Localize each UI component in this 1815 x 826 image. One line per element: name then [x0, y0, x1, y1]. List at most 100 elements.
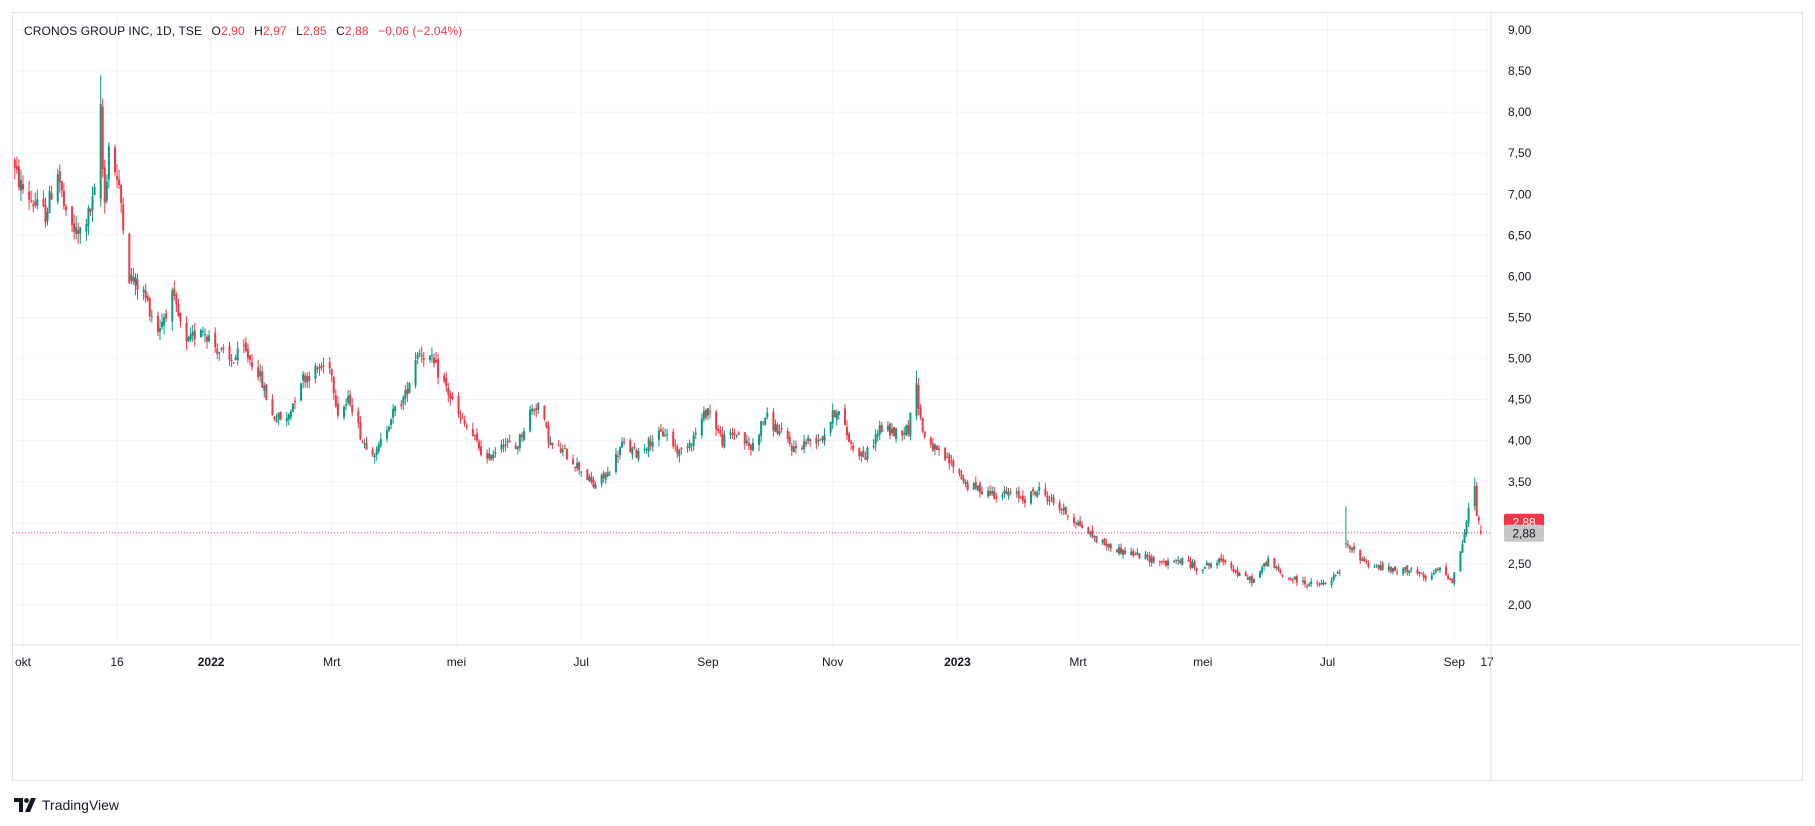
candle	[508, 434, 511, 443]
candle-body	[28, 191, 31, 200]
candle-body	[778, 431, 781, 435]
candle	[236, 341, 239, 366]
candle-body	[36, 199, 39, 206]
axes: 2,002,503,003,504,004,505,005,506,006,50…	[13, 13, 1802, 780]
candle-body	[1203, 566, 1206, 569]
candle-body	[823, 434, 826, 442]
candle	[50, 185, 53, 200]
candle-body	[56, 174, 59, 202]
candle-body	[459, 416, 462, 418]
price-chart[interactable]: 2,002,503,003,504,004,505,005,506,006,50…	[13, 13, 1802, 780]
candle	[895, 427, 898, 443]
candle	[565, 448, 568, 460]
candle	[1318, 582, 1321, 587]
candle	[623, 437, 626, 446]
candle	[674, 439, 677, 452]
candle	[293, 396, 296, 410]
candle-body	[1173, 561, 1176, 563]
candle	[803, 434, 806, 454]
candle-body	[1396, 572, 1399, 574]
candle-body	[1406, 565, 1409, 573]
candle-body	[279, 411, 282, 420]
candle	[1191, 558, 1194, 569]
candle-body	[580, 471, 583, 473]
candle	[56, 168, 59, 205]
candle-body	[318, 366, 321, 369]
candle-body	[361, 442, 364, 444]
candle	[989, 485, 992, 497]
candle-body	[647, 438, 650, 452]
candle	[514, 441, 517, 450]
candle-body	[1287, 577, 1290, 579]
candle-body	[1248, 576, 1251, 581]
candle-body	[578, 461, 581, 471]
candle	[751, 438, 754, 452]
candle	[749, 443, 752, 456]
candle	[694, 427, 697, 440]
candle-body	[1003, 490, 1006, 494]
candle	[1072, 513, 1075, 527]
candle-body	[363, 442, 366, 444]
candle	[1203, 566, 1206, 569]
candle	[114, 144, 117, 177]
candle	[1216, 559, 1219, 569]
candle-body	[134, 276, 137, 286]
candle	[1351, 546, 1354, 553]
candle-body	[432, 357, 435, 364]
candle	[287, 412, 290, 426]
candle-body	[533, 409, 536, 411]
candle	[351, 397, 354, 417]
candle-body	[1060, 509, 1063, 511]
candle	[475, 428, 478, 443]
candle	[987, 486, 990, 499]
candle	[457, 392, 460, 419]
candle-body	[572, 459, 575, 465]
candle-body	[1191, 562, 1194, 568]
legend-high-value: 2,97	[262, 24, 287, 38]
candle-body	[1087, 527, 1090, 534]
candle	[919, 404, 922, 421]
candle	[408, 381, 411, 394]
candle-body	[745, 440, 748, 444]
candle	[1148, 552, 1151, 567]
candle	[404, 385, 407, 406]
candle	[144, 283, 147, 303]
candle-body	[1445, 566, 1448, 575]
candle	[576, 457, 579, 472]
candle-body	[400, 404, 403, 407]
candle-body	[394, 406, 397, 412]
candle-body	[287, 414, 290, 420]
candle	[1381, 561, 1384, 571]
candle	[1019, 495, 1022, 499]
chart-frame[interactable]: 2,002,503,003,504,004,505,005,506,006,50…	[12, 12, 1803, 781]
candle-body	[508, 440, 511, 443]
candle	[1451, 578, 1454, 584]
candle	[537, 402, 540, 414]
candle-body	[357, 410, 360, 424]
candle-body	[1175, 559, 1178, 561]
candle	[1017, 486, 1020, 503]
candle-body	[1072, 517, 1075, 524]
candle	[586, 468, 589, 481]
candle-body	[772, 411, 775, 431]
candle-body	[1459, 551, 1462, 572]
candle	[672, 428, 675, 449]
candle-body	[700, 418, 703, 436]
candle	[837, 410, 840, 420]
candle	[259, 364, 262, 383]
x-tick-label: 17	[1480, 655, 1494, 669]
y-tick-label: 6,00	[1508, 269, 1532, 283]
candle	[692, 431, 695, 451]
candle-body	[1438, 567, 1441, 571]
candle-body	[872, 445, 875, 448]
candle	[1195, 567, 1198, 575]
candle	[743, 432, 746, 450]
candle	[1093, 535, 1096, 542]
candle-body	[146, 296, 149, 301]
candle	[1238, 571, 1241, 577]
candle-body	[1275, 566, 1278, 569]
tradingview-brand[interactable]: TradingView	[14, 797, 119, 813]
candle	[1396, 568, 1399, 576]
candle-body	[803, 441, 806, 450]
candle	[1201, 569, 1204, 574]
